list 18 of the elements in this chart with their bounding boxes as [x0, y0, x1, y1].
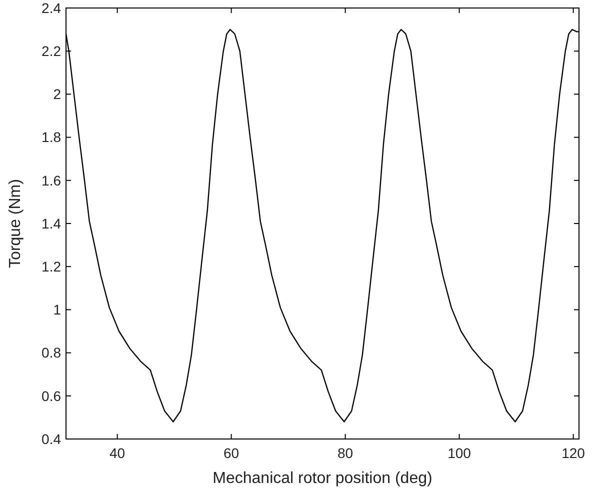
x-tick-label: 80	[338, 445, 354, 461]
x-tick-label: 120	[562, 445, 586, 461]
x-axis-title: Mechanical rotor position (deg)	[212, 470, 432, 487]
y-tick-label: 0.8	[42, 344, 62, 361]
x-tick-label: 100	[448, 445, 472, 461]
y-tick-label: 0.6	[42, 388, 62, 404]
x-tick-label: 40	[110, 445, 126, 461]
x-tick-label: 60	[224, 445, 240, 461]
y-tick-label: 0.4	[42, 430, 62, 447]
y-tick-label: 1.6	[42, 172, 62, 188]
y-tick-label: 1	[53, 302, 62, 318]
y-tick-label: 2	[53, 86, 62, 102]
y-tick-label: 1.2	[42, 258, 62, 274]
y-tick-label: 2.2	[42, 43, 62, 59]
y-axis-title: Torque (Nm)	[7, 179, 24, 268]
y-tick-label: 1.4	[42, 215, 62, 232]
y-tick-label: 2.4	[42, 0, 62, 16]
y-tick-label: 1.8	[42, 129, 62, 146]
